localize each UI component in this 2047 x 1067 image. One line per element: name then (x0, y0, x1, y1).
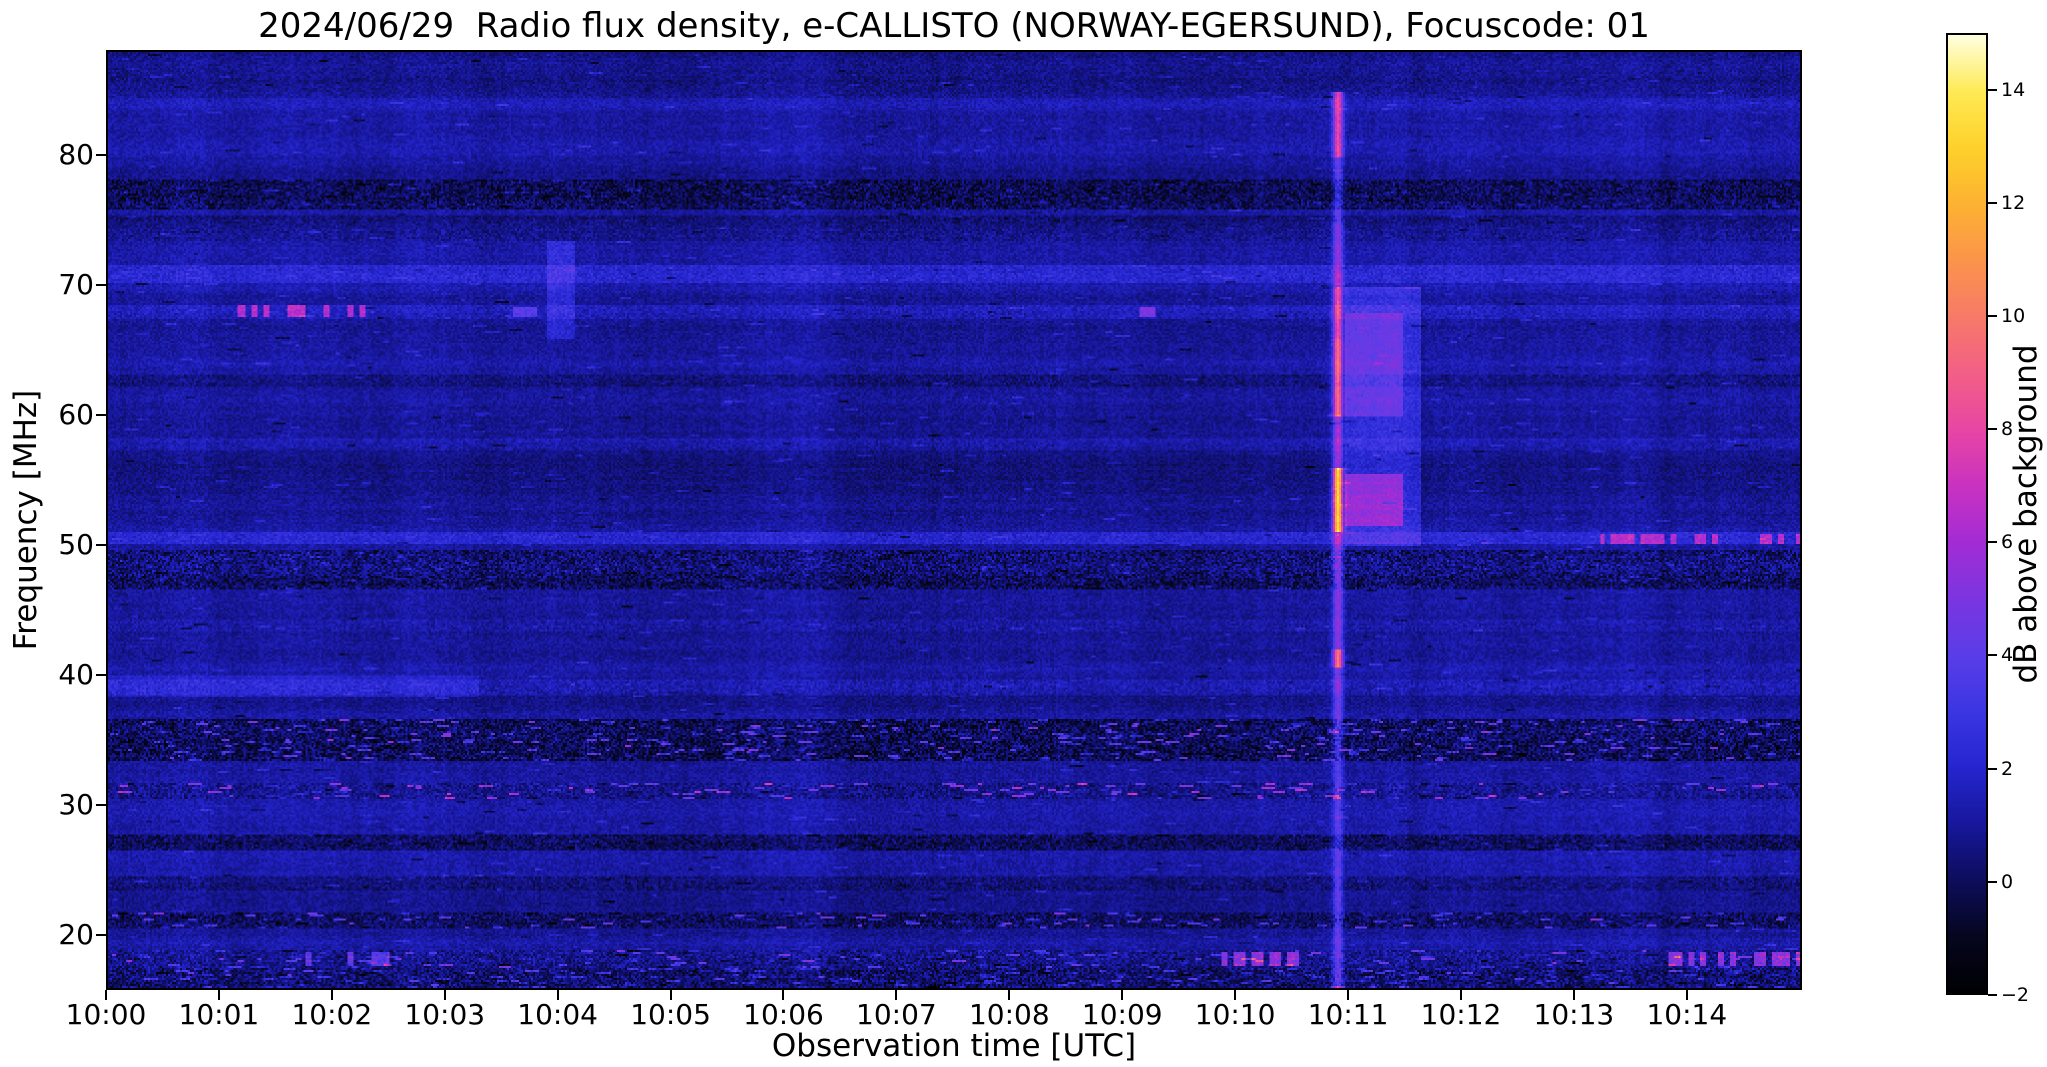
x-tick-mark (330, 990, 333, 1000)
colorbar-tick-mark (1988, 88, 1997, 91)
x-tick-mark (105, 990, 107, 1000)
x-tick-mark (1459, 990, 1462, 1000)
colorbar-tick-label: 2 (2001, 757, 2014, 780)
spectrogram-canvas (108, 52, 1800, 988)
colorbar-tick-label: 12 (2001, 191, 2026, 214)
x-tick-mark (782, 990, 785, 1000)
x-tick-label: 10:12 (1420, 998, 1502, 1031)
x-tick-mark (1347, 990, 1350, 1000)
y-tick-mark (96, 154, 106, 157)
x-tick-mark (1121, 990, 1124, 1000)
x-tick-mark (1685, 990, 1688, 1000)
x-tick-label: 10:08 (968, 998, 1050, 1031)
y-tick-label: 70 (58, 268, 94, 302)
x-tick-label: 10:01 (178, 998, 260, 1031)
chart-title: 2024/06/29 Radio flux density, e-CALLIST… (258, 6, 1650, 46)
colorbar-tick-mark (1988, 428, 1997, 431)
x-tick-mark (1008, 990, 1011, 1000)
x-tick-label: 10:05 (630, 998, 711, 1031)
y-tick-label: 50 (58, 528, 94, 562)
y-tick-mark (96, 284, 106, 287)
colorbar-tick-mark (1988, 314, 1997, 317)
x-tick-mark (217, 990, 220, 1000)
y-tick-mark (96, 674, 106, 677)
colorbar-tick-label: 0 (2001, 870, 2014, 893)
plot-area (106, 50, 1802, 990)
x-tick-label: 10:11 (1307, 998, 1389, 1031)
colorbar-tick-mark (1988, 201, 1997, 204)
y-tick-mark (96, 544, 106, 547)
colorbar-tick-label: 10 (2001, 304, 2026, 327)
x-tick-mark (443, 990, 446, 1000)
x-tick-label: 10:02 (291, 998, 373, 1031)
colorbar-label: dB above background (2008, 344, 2044, 684)
x-tick-label: 10:03 (404, 998, 486, 1031)
colorbar-tick-label: 6 (2001, 531, 2014, 554)
x-tick-label: 10:09 (1081, 998, 1163, 1031)
colorbar-tick-mark (1988, 541, 1997, 544)
x-tick-label: 10:10 (1194, 998, 1276, 1031)
y-tick-label: 20 (58, 918, 94, 952)
x-tick-mark (669, 990, 672, 1000)
y-tick-label: 60 (58, 398, 94, 432)
x-tick-label: 10:06 (743, 998, 824, 1031)
colorbar-tick-mark (1988, 880, 1997, 883)
colorbar-tick-label: −2 (2001, 984, 2030, 1006)
x-tick-mark (1572, 990, 1575, 1000)
y-tick-label: 40 (58, 658, 94, 692)
x-tick-mark (1234, 990, 1237, 1000)
x-tick-label: 10:13 (1533, 998, 1615, 1031)
colorbar-tick-label: 14 (2001, 78, 2026, 101)
colorbar (1946, 33, 1988, 995)
colorbar-tick-mark (1988, 767, 1997, 770)
x-tick-label: 10:00 (65, 998, 147, 1031)
colorbar-tick-mark (1988, 994, 1997, 996)
colorbar-tick-label: 4 (2001, 644, 2014, 667)
x-tick-mark (895, 990, 898, 1000)
x-tick-label: 10:14 (1646, 998, 1728, 1031)
y-tick-label: 80 (58, 138, 94, 172)
x-tick-label: 10:04 (517, 998, 598, 1031)
x-axis-label: Observation time [UTC] (771, 1028, 1137, 1064)
x-tick-mark (556, 990, 559, 1000)
y-tick-label: 30 (58, 788, 94, 822)
x-tick-label: 10:07 (856, 998, 937, 1031)
y-tick-mark (96, 934, 106, 937)
y-tick-mark (96, 804, 106, 807)
y-tick-mark (96, 414, 106, 417)
colorbar-tick-label: 8 (2001, 418, 2014, 441)
colorbar-tick-mark (1988, 654, 1997, 657)
